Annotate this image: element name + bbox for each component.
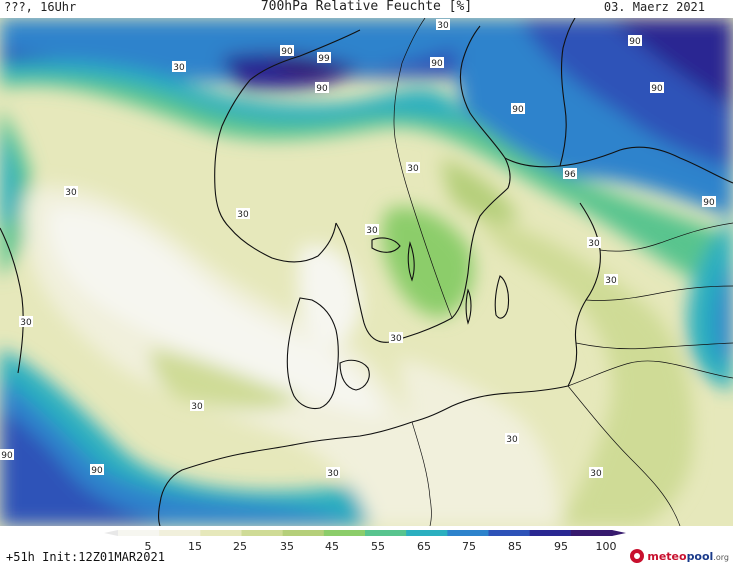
colorbar-tick-label: 45 <box>325 540 339 553</box>
contour-label: 30 <box>326 467 340 479</box>
svg-text:96: 96 <box>564 170 576 180</box>
colorbar-segment <box>406 530 448 536</box>
svg-text:99: 99 <box>318 54 330 64</box>
coastlines <box>0 18 733 526</box>
colorbar-segment <box>447 530 489 536</box>
colorbar-tick-label: 65 <box>417 540 431 553</box>
colorbar-tick-label: 55 <box>371 540 385 553</box>
colorbar-start-arrow <box>104 530 118 536</box>
colorbar-segment <box>159 530 201 536</box>
colorbar-segment <box>488 530 531 536</box>
contour-label: 30 <box>587 237 601 249</box>
svg-text:30: 30 <box>65 188 77 198</box>
svg-text:90: 90 <box>1 451 13 461</box>
contour-label: 96 <box>563 168 577 180</box>
contour-label: 30 <box>589 467 603 479</box>
colorbar-segment <box>282 530 325 536</box>
contour-label: 90 <box>650 82 664 94</box>
svg-text:30: 30 <box>590 469 602 479</box>
colorbar-segment <box>570 530 613 536</box>
contour-label: 90 <box>0 449 14 461</box>
meteopool-logo-icon <box>630 549 645 563</box>
contour-label: 30 <box>365 224 379 236</box>
svg-text:90: 90 <box>651 84 663 94</box>
svg-text:90: 90 <box>629 37 641 47</box>
contour-label: 30 <box>19 316 33 328</box>
svg-text:30: 30 <box>506 435 518 445</box>
colorbar-tick-label: 85 <box>508 540 522 553</box>
contour-label: 30 <box>172 61 186 73</box>
svg-text:30: 30 <box>191 402 203 412</box>
svg-text:30: 30 <box>588 239 600 249</box>
colorbar-tick-label: 100 <box>595 540 617 553</box>
contour-label: 90 <box>628 35 642 47</box>
svg-text:30: 30 <box>366 226 378 236</box>
contour-labels: 30 30 90 99 90 90 90 90 90 96 30 30 30 3… <box>0 19 716 479</box>
init-time-label: +51h Init:12Z01MAR2021 <box>6 550 165 564</box>
contour-label: 30 <box>505 433 519 445</box>
colorbar-tick-label: 5 <box>144 540 152 553</box>
colorbar-segment <box>118 530 160 536</box>
colorbar <box>104 530 626 536</box>
contour-label: 90 <box>702 196 716 208</box>
forecast-time-label: ???, 16Uhr <box>4 0 77 14</box>
contour-label: 30 <box>64 186 78 198</box>
contour-label: 90 <box>90 464 104 476</box>
svg-text:30: 30 <box>437 21 449 31</box>
svg-text:30: 30 <box>605 276 617 286</box>
colorbar-tick-label: 95 <box>554 540 568 553</box>
contour-label: 90 <box>280 45 294 57</box>
header-bar: ???, 16Uhr 700hPa Relative Feuchte [%] 0… <box>0 0 733 18</box>
contour-label: 30 <box>604 274 618 286</box>
contour-label: 99 <box>317 52 331 64</box>
svg-text:30: 30 <box>390 334 402 344</box>
colorbar-segment <box>241 530 284 536</box>
svg-text:30: 30 <box>237 210 249 220</box>
colorbar-tick-label: 35 <box>280 540 294 553</box>
svg-text:90: 90 <box>703 198 715 208</box>
meteopool-logo: meteopool.org <box>630 548 729 564</box>
forecast-date: 03. Maerz 2021 <box>603 0 705 14</box>
svg-text:30: 30 <box>20 318 32 328</box>
svg-text:30: 30 <box>407 164 419 174</box>
colorbar-tick-label: 75 <box>462 540 476 553</box>
contour-label: 30 <box>406 162 420 174</box>
svg-text:90: 90 <box>512 105 524 115</box>
colorbar-segment <box>365 530 407 536</box>
contour-label: 30 <box>389 332 403 344</box>
map-title: 700hPa Relative Feuchte [%] <box>260 0 473 14</box>
svg-text:30: 30 <box>173 63 185 73</box>
svg-text:90: 90 <box>91 466 103 476</box>
colorbar-segment <box>200 530 242 536</box>
colorbar-end-arrow <box>612 530 626 536</box>
colorbar-footer: 5 15 25 35 45 55 65 75 85 95 100 +51h Init:12Z01MA… <box>0 526 733 566</box>
map-canvas: 30 30 90 99 90 90 90 90 90 96 30 30 30 3… <box>0 18 733 526</box>
meteopool-brand: meteopool.org <box>647 549 729 563</box>
contour-label: 90 <box>430 57 444 69</box>
svg-text:90: 90 <box>281 47 293 57</box>
colorbar-tick-label: 25 <box>233 540 247 553</box>
colorbar-segment <box>323 530 366 536</box>
contour-label: 90 <box>511 103 525 115</box>
contour-label: 30 <box>436 19 450 31</box>
contour-label: 30 <box>236 208 250 220</box>
contour-label: 90 <box>315 82 329 94</box>
svg-text:90: 90 <box>316 84 328 94</box>
colorbar-segment <box>529 530 572 536</box>
svg-text:30: 30 <box>327 469 339 479</box>
contour-label: 30 <box>190 400 204 412</box>
colorbar-tick-label: 15 <box>188 540 202 553</box>
svg-text:90: 90 <box>431 59 443 69</box>
humidity-map: 30 30 90 99 90 90 90 90 90 96 30 30 30 3… <box>0 18 733 526</box>
